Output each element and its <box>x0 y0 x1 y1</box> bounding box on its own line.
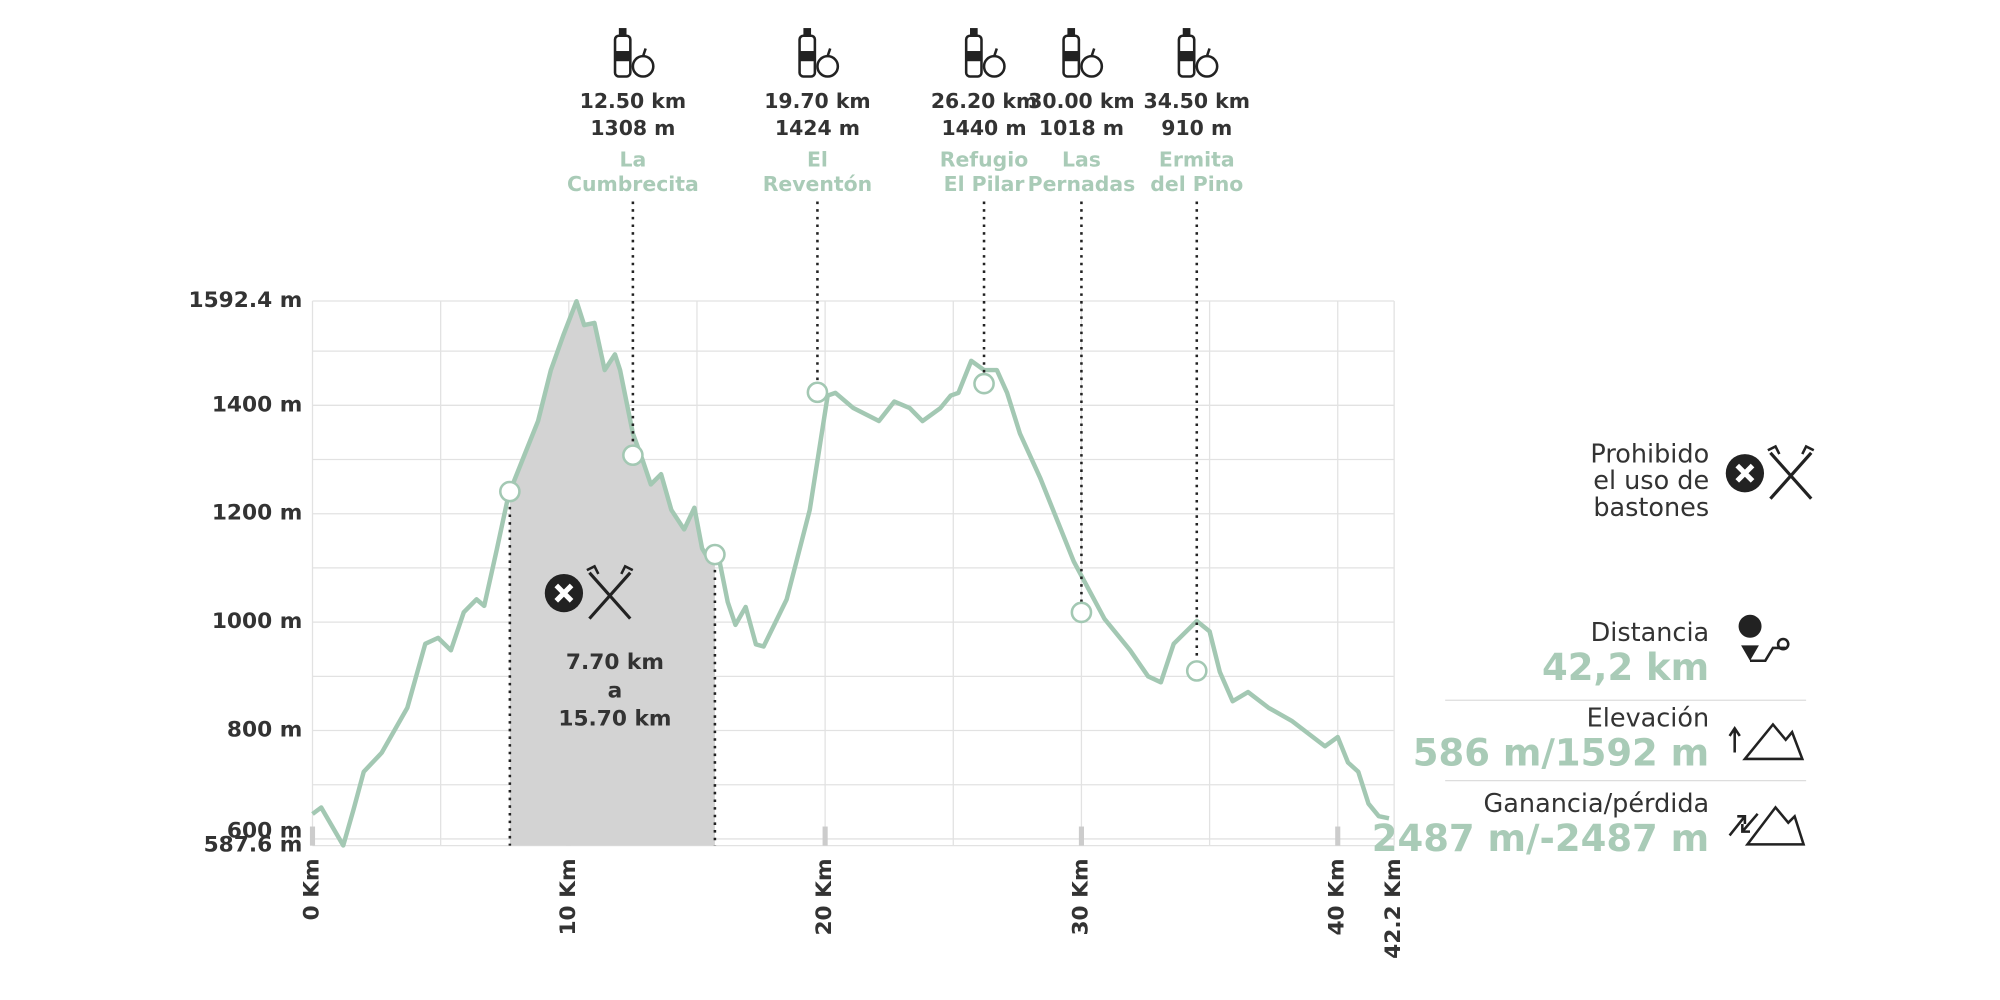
x-tick-label: 20 Km <box>812 858 837 935</box>
annotation-elevation: 1440 m <box>941 116 1026 140</box>
tick-mark <box>1335 826 1341 846</box>
stat-value: 42,2 km <box>1542 646 1709 689</box>
elevation-line <box>311 299 1390 848</box>
annotation-point <box>973 372 995 395</box>
aid-station-icon <box>613 26 655 78</box>
annotation-elevation: 910 m <box>1161 116 1232 140</box>
annotation-name: Pernadas <box>1028 172 1136 196</box>
annotation-km: 30.00 km <box>1028 89 1134 113</box>
stat-label: Elevación <box>1587 703 1709 733</box>
tick-mark <box>309 826 316 846</box>
aid-station-icon <box>1062 26 1104 78</box>
restriction-text: el uso de <box>1593 466 1709 496</box>
range-label: 7.70 km <box>566 650 664 675</box>
x-tick-label: 0 Km <box>299 858 324 920</box>
x-tick-label: 40 Km <box>1325 858 1350 935</box>
tick-mark <box>822 826 828 846</box>
stat-value: 586 m/1592 m <box>1413 732 1709 775</box>
y-tick-label: 1000 m <box>212 609 302 634</box>
stat-label: Distancia <box>1591 618 1710 648</box>
tick-mark <box>1078 826 1084 846</box>
stat-label: Ganancia/pérdida <box>1484 789 1710 819</box>
x-tick-label: 42.2 Km <box>1381 858 1406 958</box>
x-tick-label: 10 Km <box>556 858 581 935</box>
annotation-km: 26.20 km <box>931 89 1037 113</box>
y-tick-label: 600 m <box>227 818 302 843</box>
side-icons <box>1445 446 1814 846</box>
annotation-name: El Pilar <box>944 172 1025 196</box>
y-tick-label: 1592.4 m <box>189 288 303 313</box>
annotation-name: del Pino <box>1150 172 1243 196</box>
aid-station-icon <box>964 26 1006 78</box>
aid-station-icon <box>798 26 840 78</box>
annotation-km: 34.50 km <box>1144 89 1250 113</box>
annotation-km: 12.50 km <box>580 89 686 113</box>
annotation-name: Refugio <box>940 148 1029 172</box>
stat-value: 2487 m/-2487 m <box>1372 817 1709 860</box>
annotation-elevation: 1424 m <box>775 116 860 140</box>
annotation-name: Reventón <box>763 172 872 196</box>
y-tick-label: 587.6 m <box>204 833 303 858</box>
y-tick-label: 1200 m <box>212 501 302 526</box>
annotation-elevation: 1308 m <box>590 116 675 140</box>
restricted-area <box>509 301 715 846</box>
annotation-point <box>622 444 644 467</box>
annotation-name: El <box>807 148 828 172</box>
range-label: a <box>608 678 623 703</box>
y-tick-label: 1400 m <box>212 392 302 417</box>
annotation-km: 19.70 km <box>764 89 870 113</box>
x-tick-label: 30 Km <box>1068 858 1093 935</box>
annotation-point <box>806 381 829 404</box>
annotation-name: Ermita <box>1159 148 1235 172</box>
range-label: 15.70 km <box>558 706 671 731</box>
aid-station-icon <box>1177 26 1219 78</box>
restriction-text: Prohibido <box>1590 439 1709 469</box>
annotation-point <box>1185 660 1208 682</box>
range-point <box>704 543 726 566</box>
annotation-point <box>1070 601 1093 624</box>
annotation-name: La <box>620 148 647 172</box>
y-tick-label: 800 m <box>227 718 302 743</box>
range-point <box>499 480 521 503</box>
annotation-name: Las <box>1062 148 1101 172</box>
annotation-elevation: 1018 m <box>1039 116 1124 140</box>
restriction-text: bastones <box>1593 493 1709 523</box>
annotation-name: Cumbrecita <box>567 172 699 196</box>
